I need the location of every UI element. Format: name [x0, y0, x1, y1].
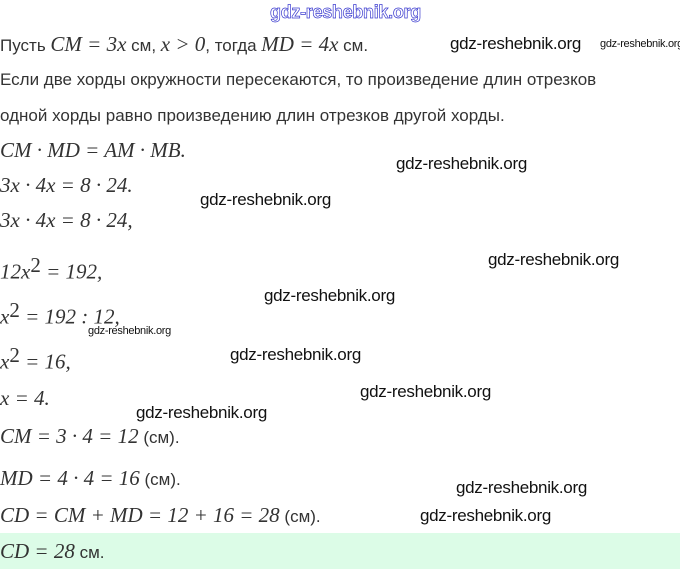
solution-line: одной хорды равно произведению длин отре…: [0, 105, 505, 127]
watermark-text: gdz-reshebnik.org: [396, 154, 527, 173]
solution-line: Пусть CM = 3x см, x > 0, тогда MD = 4x с…: [0, 33, 368, 57]
solution-line: CM = 3 · 4 = 12 (см).: [0, 425, 180, 449]
text-segment: см.: [338, 36, 369, 55]
math-expression: x: [0, 349, 10, 374]
math-expression: 3x · 4x = 8 · 24.: [0, 173, 133, 197]
math-expression: 3x · 4x = 8 · 24,: [0, 208, 133, 232]
math-expression: = 16,: [19, 349, 71, 374]
exponent: 2: [30, 253, 41, 277]
math-expression: MD = 4 · 4 = 16: [0, 466, 140, 490]
watermark-text: gdz-reshebnik.org: [600, 38, 680, 50]
solution-line: x = 4.: [0, 387, 50, 411]
exponent: 2: [9, 343, 20, 367]
solution-line: 12x2 = 192,: [0, 254, 102, 285]
text-segment: см,: [126, 36, 161, 55]
math-expression: 12x: [0, 259, 31, 284]
math-expression: x: [0, 304, 10, 329]
math-expression: CM = 3x: [50, 32, 127, 56]
watermark-text: gdz-reshebnik.org: [136, 403, 267, 422]
text-segment: (см).: [279, 507, 321, 526]
text-segment: см.: [74, 543, 105, 562]
solution-line: CD = CM + MD = 12 + 16 = 28 (см).: [0, 504, 321, 528]
watermark-text: gdz-reshebnik.org: [200, 190, 331, 209]
solution-line: CM · MD = AM · MB.: [0, 139, 186, 163]
solution-line: 3x · 4x = 8 · 24.: [0, 174, 133, 198]
text-segment: Если две хорды окружности пересекаются, …: [0, 70, 597, 89]
math-expression: CD = CM + MD = 12 + 16 = 28: [0, 503, 280, 527]
solution-line: 3x · 4x = 8 · 24,: [0, 209, 133, 233]
watermark-text: gdz-reshebnik.org: [420, 506, 551, 525]
solution-line: MD = 4 · 4 = 16 (см).: [0, 467, 181, 491]
watermark-text: gdz-reshebnik.org: [488, 250, 619, 269]
text-segment: одной хорды равно произведению длин отре…: [0, 106, 505, 125]
watermark-text: gdz-reshebnik.org: [230, 345, 361, 364]
math-expression: MD = 4x: [261, 32, 339, 56]
text-segment: (см).: [138, 428, 180, 447]
answer-highlight: [0, 533, 680, 569]
watermark-text: gdz-reshebnik.org: [264, 286, 395, 305]
watermark-text: gdz-reshebnik.org: [456, 478, 587, 497]
text-segment: (см).: [139, 470, 181, 489]
math-expression: CM · MD = AM · MB.: [0, 138, 186, 162]
text-segment: , тогда: [205, 36, 262, 55]
math-expression: x > 0: [160, 32, 206, 56]
watermark-text: gdz-reshebnik.org: [88, 325, 171, 337]
exponent: 2: [9, 298, 20, 322]
solution-line: Если две хорды окружности пересекаются, …: [0, 69, 596, 91]
watermark-text: gdz-reshebnik.org: [360, 382, 491, 401]
math-expression: x = 4.: [0, 386, 50, 410]
math-expression: CM = 3 · 4 = 12: [0, 424, 139, 448]
solution-line: x2 = 16,: [0, 344, 71, 375]
answer-line: CD = 28 см.: [0, 540, 104, 564]
text-segment: Пусть: [0, 36, 51, 55]
watermark-text: gdz-reshebnik.org: [450, 34, 581, 53]
watermark-text: gdz-reshebnik.org: [270, 2, 422, 23]
math-expression: CD = 28: [0, 539, 75, 563]
solution-line: x2 = 192 : 12,: [0, 299, 120, 330]
math-expression: = 192 : 12,: [19, 304, 120, 329]
math-expression: = 192,: [40, 259, 103, 284]
